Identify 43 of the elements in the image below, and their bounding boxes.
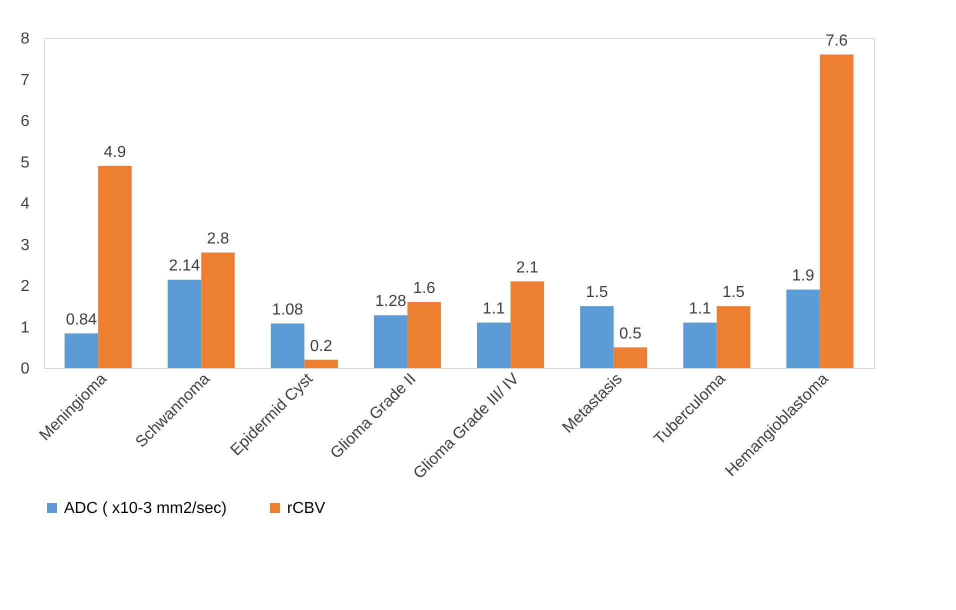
data-label: 2.1 [516,259,539,276]
bar [614,347,648,368]
bar [374,315,408,368]
data-label: 0.2 [310,338,332,355]
bar [201,252,235,368]
bar [477,322,511,368]
data-label: 1.6 [413,280,436,297]
data-label: 1.9 [792,268,814,285]
bar [786,290,820,368]
y-tick-label: 4 [20,196,30,212]
data-label: 1.5 [586,284,608,302]
y-tick-label: 7 [20,72,30,89]
y-tick-label: 8 [20,30,30,48]
bar [98,166,132,368]
bar [270,323,304,368]
y-tick-label: 2 [20,278,30,295]
data-label: 0.5 [619,325,642,342]
y-tick-label: 1 [20,319,30,336]
data-label: 0.84 [66,311,98,328]
bar [716,306,750,368]
bar [304,360,338,368]
data-label: 1.5 [722,284,745,302]
y-tick-label: 6 [20,113,30,130]
y-tick-label: 5 [20,154,30,172]
data-label: 2.8 [206,230,230,248]
bar [683,322,717,368]
bar [510,281,544,368]
legend-label: ADC ( x10-3 mm2/sec) [64,500,227,517]
data-label: 1.1 [688,300,712,318]
data-label: 1.08 [272,301,304,318]
bar [580,306,614,368]
legend-label: rCBV [287,500,326,517]
data-label: 4.9 [104,144,126,161]
y-tick-label: 0 [20,360,30,378]
bar [407,302,441,368]
bar [820,54,854,368]
y-tick-label: 3 [20,236,30,254]
data-label: 2.14 [168,258,200,275]
bar [168,280,202,368]
data-label: 7.6 [826,32,848,50]
data-label: 1.1 [482,300,506,318]
bar [64,333,98,368]
data-label: 1.28 [375,293,406,310]
